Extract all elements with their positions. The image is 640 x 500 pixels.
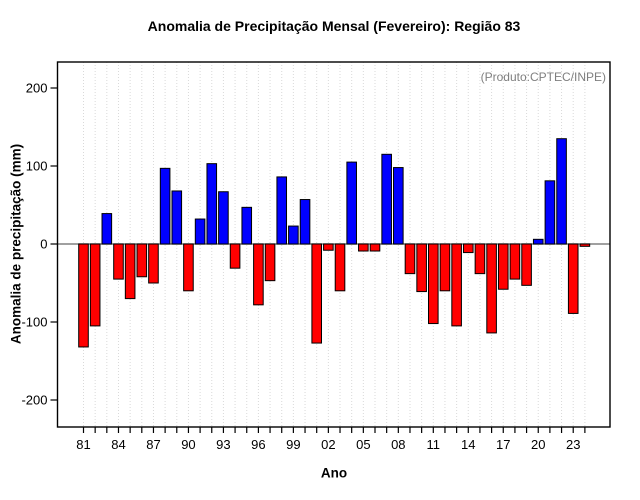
x-tick-label-2020: 20 <box>531 437 545 452</box>
bar-2000 <box>299 199 311 245</box>
x-tick-label-2023: 23 <box>566 437 580 452</box>
y-tick-label--100: -100 <box>21 315 47 330</box>
bar-2001 <box>311 243 322 344</box>
bar-2018 <box>509 243 521 280</box>
bar-1983 <box>101 213 113 245</box>
bar-1982 <box>89 243 101 327</box>
bar-1998 <box>276 176 288 245</box>
bar-1985 <box>124 243 136 300</box>
x-axis-title: Ano <box>320 465 348 481</box>
bar-1997 <box>264 243 276 282</box>
y-tick-label-0: 0 <box>40 237 47 252</box>
y-tick-label-100: 100 <box>26 159 48 174</box>
bar-2017 <box>497 243 509 290</box>
bar-1994 <box>229 243 241 269</box>
bar-1981 <box>78 243 89 348</box>
bar-2016 <box>486 243 497 334</box>
x-tick-label-2014: 14 <box>461 437 475 452</box>
bar-2008 <box>393 167 404 245</box>
bar-1993 <box>218 191 229 245</box>
x-tick-label-2008: 08 <box>391 437 405 452</box>
bar-1986 <box>136 243 148 278</box>
bar-2003 <box>334 243 346 292</box>
bar-1996 <box>253 243 264 306</box>
bar-1990 <box>183 243 194 292</box>
bar-1999 <box>288 225 299 245</box>
bar-1988 <box>159 167 171 245</box>
bar-1992 <box>206 163 218 245</box>
x-tick-label-1981: 81 <box>76 437 90 452</box>
x-tick-label-1990: 90 <box>181 437 195 452</box>
bar-2020 <box>532 238 544 245</box>
bar-2013 <box>451 243 462 327</box>
bar-2024 <box>579 243 591 247</box>
x-tick-label-2002: 02 <box>321 437 335 452</box>
x-tick-label-1984: 84 <box>111 437 125 452</box>
bar-2009 <box>404 243 416 275</box>
chart-title: Anomalia de Precipitação Mensal (Feverei… <box>147 18 521 34</box>
bar-2022 <box>556 138 567 245</box>
y-axis-title: Anomalia de precipitação (mm) <box>8 143 24 345</box>
bar-2004 <box>346 161 357 245</box>
y-tick-label-200: 200 <box>26 81 48 96</box>
plot-border <box>56 61 611 428</box>
x-tick-label-2005: 05 <box>356 437 370 452</box>
bar-2010 <box>416 243 427 293</box>
chart-source-annotation: (Produto:CPTEC/INPE) <box>480 70 606 84</box>
bar-2005 <box>358 243 369 252</box>
bar-2006 <box>369 243 381 252</box>
bar-1991 <box>194 218 206 245</box>
x-tick-label-1993: 93 <box>216 437 230 452</box>
x-tick-label-2017: 17 <box>496 437 510 452</box>
x-tick-label-1999: 99 <box>286 437 300 452</box>
bar-1995 <box>241 206 253 245</box>
bar-2011 <box>428 243 439 325</box>
bar-2015 <box>474 243 486 275</box>
bar-2007 <box>381 153 392 245</box>
bar-2014 <box>462 243 474 254</box>
bar-2002 <box>323 243 334 251</box>
bar-2012 <box>439 243 451 292</box>
x-tick-label-1996: 96 <box>251 437 265 452</box>
bar-1984 <box>113 243 124 280</box>
bar-2019 <box>521 243 532 286</box>
bar-1989 <box>171 190 183 245</box>
bar-1987 <box>148 243 159 284</box>
bar-2021 <box>544 180 556 245</box>
x-tick-label-2011: 11 <box>427 437 441 452</box>
bar-2023 <box>567 243 579 314</box>
x-tick-label-1987: 87 <box>146 437 160 452</box>
y-tick-label--200: -200 <box>21 393 47 408</box>
